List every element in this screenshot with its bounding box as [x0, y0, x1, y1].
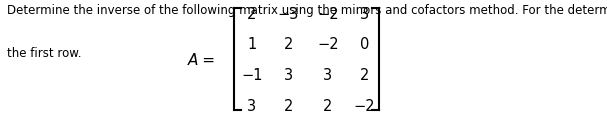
Text: A =: A = — [188, 53, 215, 68]
Text: 3: 3 — [283, 68, 293, 83]
Text: −3: −3 — [277, 7, 299, 22]
Text: 3: 3 — [359, 7, 369, 22]
Text: 2: 2 — [283, 37, 293, 52]
Text: −2: −2 — [353, 99, 375, 114]
Text: −1: −1 — [241, 68, 263, 83]
Text: 2: 2 — [359, 68, 369, 83]
Text: 2: 2 — [247, 7, 257, 22]
Text: 0: 0 — [359, 37, 369, 52]
Text: 3: 3 — [247, 99, 257, 114]
Text: Determine the inverse of the following matrix using the minors and cofactors met: Determine the inverse of the following m… — [7, 4, 607, 17]
Text: −2: −2 — [317, 37, 339, 52]
Text: the first row.: the first row. — [7, 47, 82, 60]
Text: 1: 1 — [247, 37, 257, 52]
Text: 3: 3 — [323, 68, 333, 83]
Text: 2: 2 — [323, 99, 333, 114]
Text: −2: −2 — [317, 7, 339, 22]
Text: 2: 2 — [283, 99, 293, 114]
